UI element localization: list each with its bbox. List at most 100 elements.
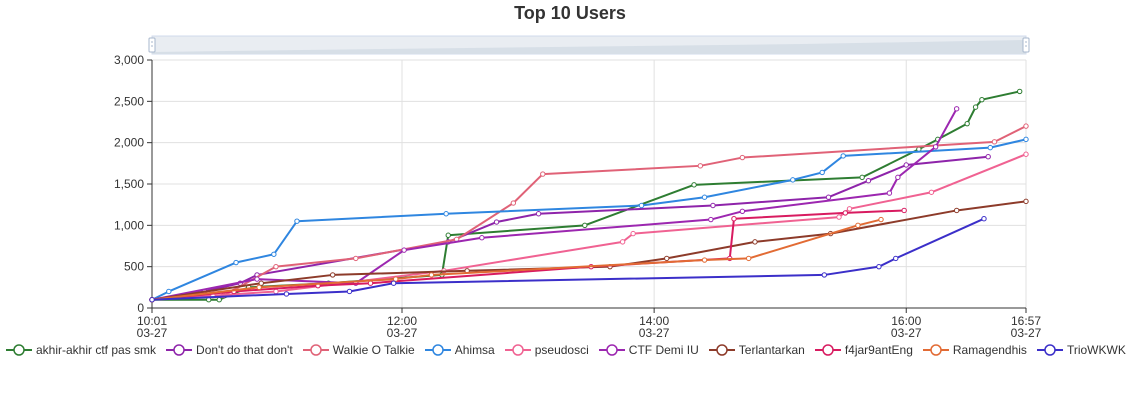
data-point bbox=[166, 288, 172, 295]
data-point bbox=[859, 174, 865, 181]
data-point bbox=[149, 297, 155, 303]
y-tick-label: 2,500 bbox=[114, 94, 144, 108]
data-point bbox=[752, 239, 758, 245]
data-point bbox=[346, 288, 353, 295]
legend-item[interactable]: pseudosci bbox=[504, 343, 589, 357]
legend-label: Don't do that don't bbox=[196, 343, 293, 357]
series-line bbox=[151, 200, 1027, 301]
legend-label: Walkie O Talkie bbox=[332, 343, 415, 357]
data-point bbox=[493, 219, 500, 225]
legend-item[interactable]: akhir-akhir ctf pas smk bbox=[6, 343, 156, 357]
data-point bbox=[1023, 151, 1029, 157]
y-tick-label: 2,000 bbox=[114, 136, 144, 150]
legend-label: Terlantarkan bbox=[738, 343, 805, 357]
data-point bbox=[836, 214, 842, 220]
series-group bbox=[149, 216, 884, 303]
data-point bbox=[697, 163, 704, 169]
data-point bbox=[510, 200, 517, 206]
data-point bbox=[846, 206, 853, 212]
series-line bbox=[151, 218, 882, 301]
legend-item[interactable]: Ahimsa bbox=[424, 343, 495, 357]
series-group bbox=[149, 123, 1029, 303]
x-tick-label-time: 10:01 bbox=[137, 314, 167, 328]
series-group bbox=[149, 136, 1029, 303]
legend-marker bbox=[606, 344, 618, 356]
legend-item[interactable]: TrioWKWK bbox=[1036, 343, 1126, 357]
legend-item[interactable]: Walkie O Talkie bbox=[302, 343, 415, 357]
legend-item[interactable]: f4jar9antEng bbox=[814, 343, 913, 357]
legend-line-icon bbox=[166, 344, 193, 356]
x-tick-label-time: 14:00 bbox=[639, 314, 669, 328]
legend-line-icon bbox=[598, 344, 625, 356]
zoom-handle-right[interactable] bbox=[1022, 37, 1030, 53]
legend-label: akhir-akhir ctf pas smk bbox=[36, 343, 157, 357]
legend-line-icon bbox=[1036, 344, 1063, 356]
data-point bbox=[987, 144, 993, 151]
data-point bbox=[932, 144, 939, 150]
chart-title: Top 10 Users bbox=[514, 3, 626, 23]
x-tick-label-date: 03-27 bbox=[1011, 326, 1042, 340]
data-point bbox=[535, 211, 542, 217]
legend-line-icon bbox=[424, 344, 451, 356]
data-point bbox=[443, 211, 449, 217]
data-point bbox=[731, 216, 737, 222]
data-point bbox=[991, 139, 998, 145]
legend-label: f4jar9antEng bbox=[844, 343, 913, 357]
data-point bbox=[390, 280, 397, 286]
zoom-preview-area bbox=[152, 40, 1026, 54]
data-point bbox=[540, 171, 546, 177]
legend-item[interactable]: Terlantarkan bbox=[708, 343, 805, 357]
data-point bbox=[258, 280, 264, 286]
data-zoom-slider[interactable] bbox=[148, 35, 1030, 55]
x-tick-label-time: 16:00 bbox=[891, 314, 921, 328]
legend-marker bbox=[173, 344, 185, 356]
data-point bbox=[840, 153, 846, 159]
x-tick-label-time: 12:00 bbox=[387, 314, 417, 328]
y-tick-label: 0 bbox=[137, 301, 144, 315]
data-point bbox=[428, 272, 435, 278]
legend-marker bbox=[431, 344, 444, 356]
data-point bbox=[928, 189, 935, 195]
data-point bbox=[233, 259, 239, 266]
zoom-handle-left[interactable] bbox=[148, 37, 156, 53]
data-point bbox=[739, 154, 746, 161]
data-point bbox=[985, 154, 991, 160]
legend-label: pseudosci bbox=[534, 343, 589, 357]
data-point bbox=[638, 202, 645, 209]
data-point bbox=[271, 251, 277, 257]
legend-line-icon bbox=[6, 344, 32, 356]
series-group bbox=[149, 198, 1029, 303]
legend-item[interactable]: CTF Demi IU bbox=[598, 343, 699, 357]
data-point bbox=[893, 255, 899, 262]
data-point bbox=[901, 207, 907, 214]
data-point bbox=[1016, 88, 1023, 95]
data-point bbox=[256, 284, 262, 291]
data-point bbox=[972, 104, 979, 110]
legend-marker bbox=[930, 344, 942, 356]
series-group bbox=[149, 216, 987, 303]
data-point bbox=[821, 272, 828, 278]
legend-marker bbox=[1044, 344, 1056, 356]
series-line bbox=[151, 108, 958, 301]
data-point bbox=[953, 207, 960, 214]
data-point bbox=[895, 174, 901, 181]
data-point bbox=[903, 162, 909, 168]
y-tick-label: 500 bbox=[124, 260, 144, 274]
data-point bbox=[964, 120, 970, 127]
data-point bbox=[630, 230, 636, 237]
data-point bbox=[254, 276, 260, 282]
legend-line-icon bbox=[504, 344, 531, 356]
legend-marker bbox=[13, 344, 25, 356]
legend-item[interactable]: Don't do that don't bbox=[166, 343, 293, 357]
x-tick-label-date: 03-27 bbox=[387, 326, 418, 340]
legend-line-icon bbox=[922, 344, 949, 356]
data-point bbox=[691, 182, 697, 188]
legend-label: Ahimsa bbox=[454, 343, 495, 357]
data-point bbox=[283, 291, 290, 297]
legend-label: CTF Demi IU bbox=[628, 343, 699, 357]
data-point bbox=[979, 96, 985, 103]
legend-line-icon bbox=[814, 344, 841, 356]
legend-item[interactable]: Ramagendhis bbox=[922, 343, 1027, 357]
y-tick-label: 1,000 bbox=[114, 218, 144, 232]
data-point bbox=[329, 272, 336, 278]
